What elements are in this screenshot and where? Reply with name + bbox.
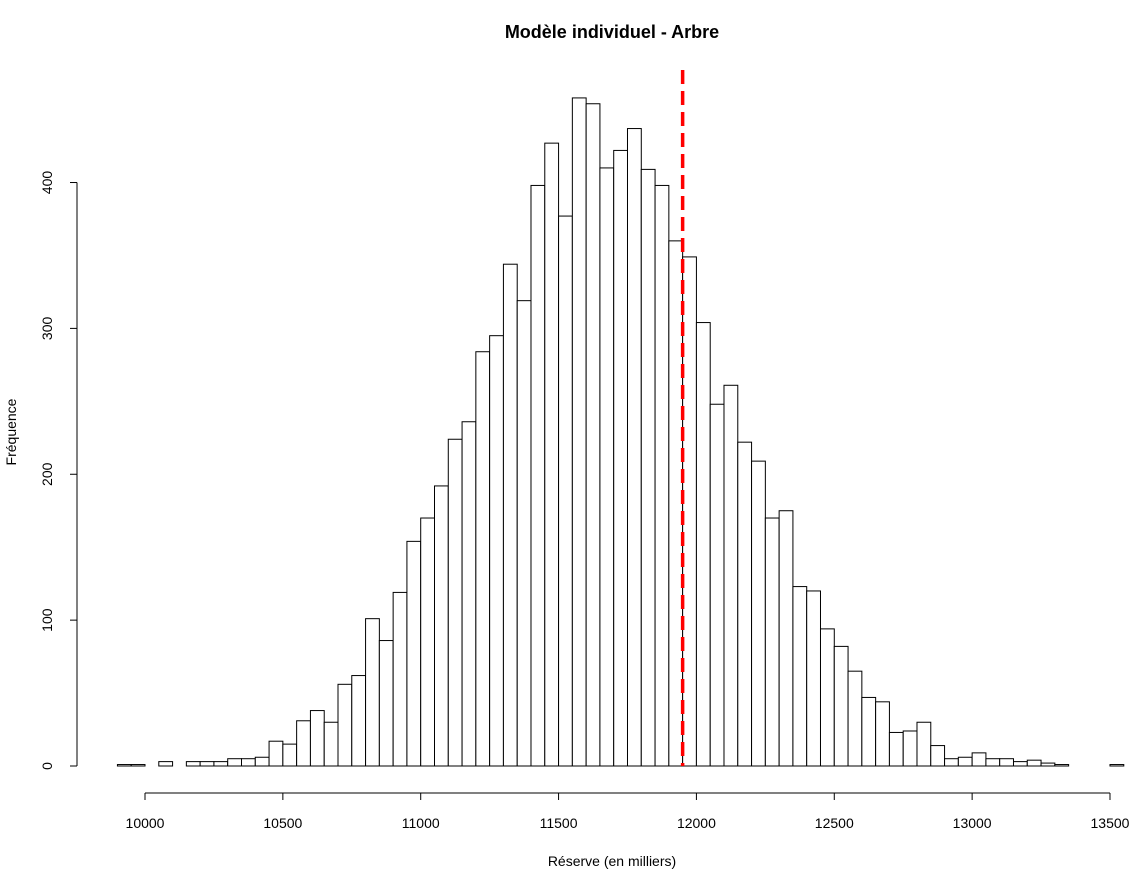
histogram-bar [434, 485, 449, 767]
histogram-bar [971, 752, 987, 767]
histogram-bar [916, 721, 932, 767]
y-tick-label: 0 [39, 762, 55, 770]
histogram-bar [861, 696, 877, 767]
histogram-bar [806, 590, 821, 767]
histogram-bar [599, 167, 615, 767]
histogram-bar [764, 517, 780, 767]
histogram-bar [723, 384, 739, 767]
histogram-bar [640, 168, 656, 767]
x-axis: 10000 10500 11000 11500 12000 12500 13000 13500 [126, 792, 1130, 831]
x-tick-label: 11500 [540, 815, 578, 831]
histogram-bar [268, 740, 284, 767]
histogram-bar [930, 745, 946, 767]
histogram-bar [819, 628, 835, 767]
histogram-bars [116, 97, 1125, 767]
histogram-bar [323, 721, 339, 767]
histogram-bar [365, 618, 380, 767]
histogram-bar [1026, 759, 1042, 767]
histogram-bar [227, 758, 243, 767]
y-axis: 0 100 200 300 400 [39, 171, 78, 770]
histogram-bar [626, 128, 642, 767]
histogram-bar [695, 322, 711, 767]
x-tick-label: 11000 [402, 815, 440, 831]
histogram-bar [185, 761, 201, 767]
histogram-bar [902, 730, 918, 767]
histogram-bar [489, 335, 504, 767]
histogram-bar [558, 215, 573, 767]
histogram-bar [654, 184, 670, 767]
histogram-bar [737, 441, 753, 767]
histogram-bar [999, 758, 1014, 767]
histogram-bar [668, 240, 684, 767]
histogram-bar [847, 670, 863, 767]
histogram-bar [392, 591, 408, 767]
y-tick-label: 300 [39, 316, 55, 340]
x-tick-label: 10500 [263, 815, 302, 831]
histogram-bar [792, 586, 808, 767]
histogram-bar [888, 731, 904, 767]
histogram-bar [351, 675, 367, 767]
histogram-bar [406, 540, 422, 767]
histogram-bar [241, 758, 256, 767]
histogram-bar [282, 743, 298, 767]
y-axis-label: Fréquence [3, 398, 19, 465]
x-tick-label: 12000 [677, 815, 716, 831]
histogram-bar [130, 764, 146, 767]
histogram-bar [778, 510, 794, 767]
x-tick-label: 12500 [815, 815, 854, 831]
y-tick-label: 100 [39, 608, 55, 632]
histogram-bar [213, 761, 229, 767]
y-tick-label: 200 [39, 462, 55, 486]
histogram-bar [1054, 764, 1070, 767]
histogram-bar [199, 761, 215, 767]
histogram-bar [337, 683, 353, 767]
histogram-bar [502, 263, 518, 767]
histogram-bar [461, 421, 477, 767]
histogram-bar [116, 764, 132, 767]
histogram-bar [944, 758, 959, 767]
histogram-bar [875, 701, 890, 767]
histogram-bar [309, 710, 325, 767]
chart-title: Modèle individuel - Arbre [505, 22, 719, 42]
histogram-bar [833, 645, 849, 767]
histogram-bar [957, 756, 973, 767]
histogram-bar [544, 142, 560, 767]
histogram-bar [420, 517, 435, 767]
histogram-bar [254, 756, 270, 767]
histogram-bar [585, 103, 601, 767]
histogram-bar [613, 149, 629, 767]
histogram-bar [751, 460, 766, 767]
histogram-bar [447, 438, 463, 767]
x-axis-label: Réserve (en milliers) [548, 853, 676, 869]
histogram-bar [296, 720, 311, 767]
histogram-bar [158, 761, 174, 767]
histogram-bar [516, 300, 532, 767]
histogram-bar [1109, 764, 1125, 767]
histogram-bar [682, 256, 697, 767]
x-tick-label: 13500 [1091, 815, 1130, 831]
histogram-bar [475, 351, 491, 767]
histogram-bar [985, 758, 1001, 767]
x-tick-label: 10000 [126, 815, 165, 831]
histogram-bar [571, 97, 587, 767]
histogram-bar [530, 184, 546, 767]
histogram-bar [1012, 761, 1028, 767]
y-tick-label: 400 [39, 171, 55, 195]
histogram-bar [1040, 762, 1056, 767]
histogram-bar [709, 403, 725, 767]
x-tick-label: 13000 [953, 815, 992, 831]
histogram-bar [378, 640, 394, 767]
